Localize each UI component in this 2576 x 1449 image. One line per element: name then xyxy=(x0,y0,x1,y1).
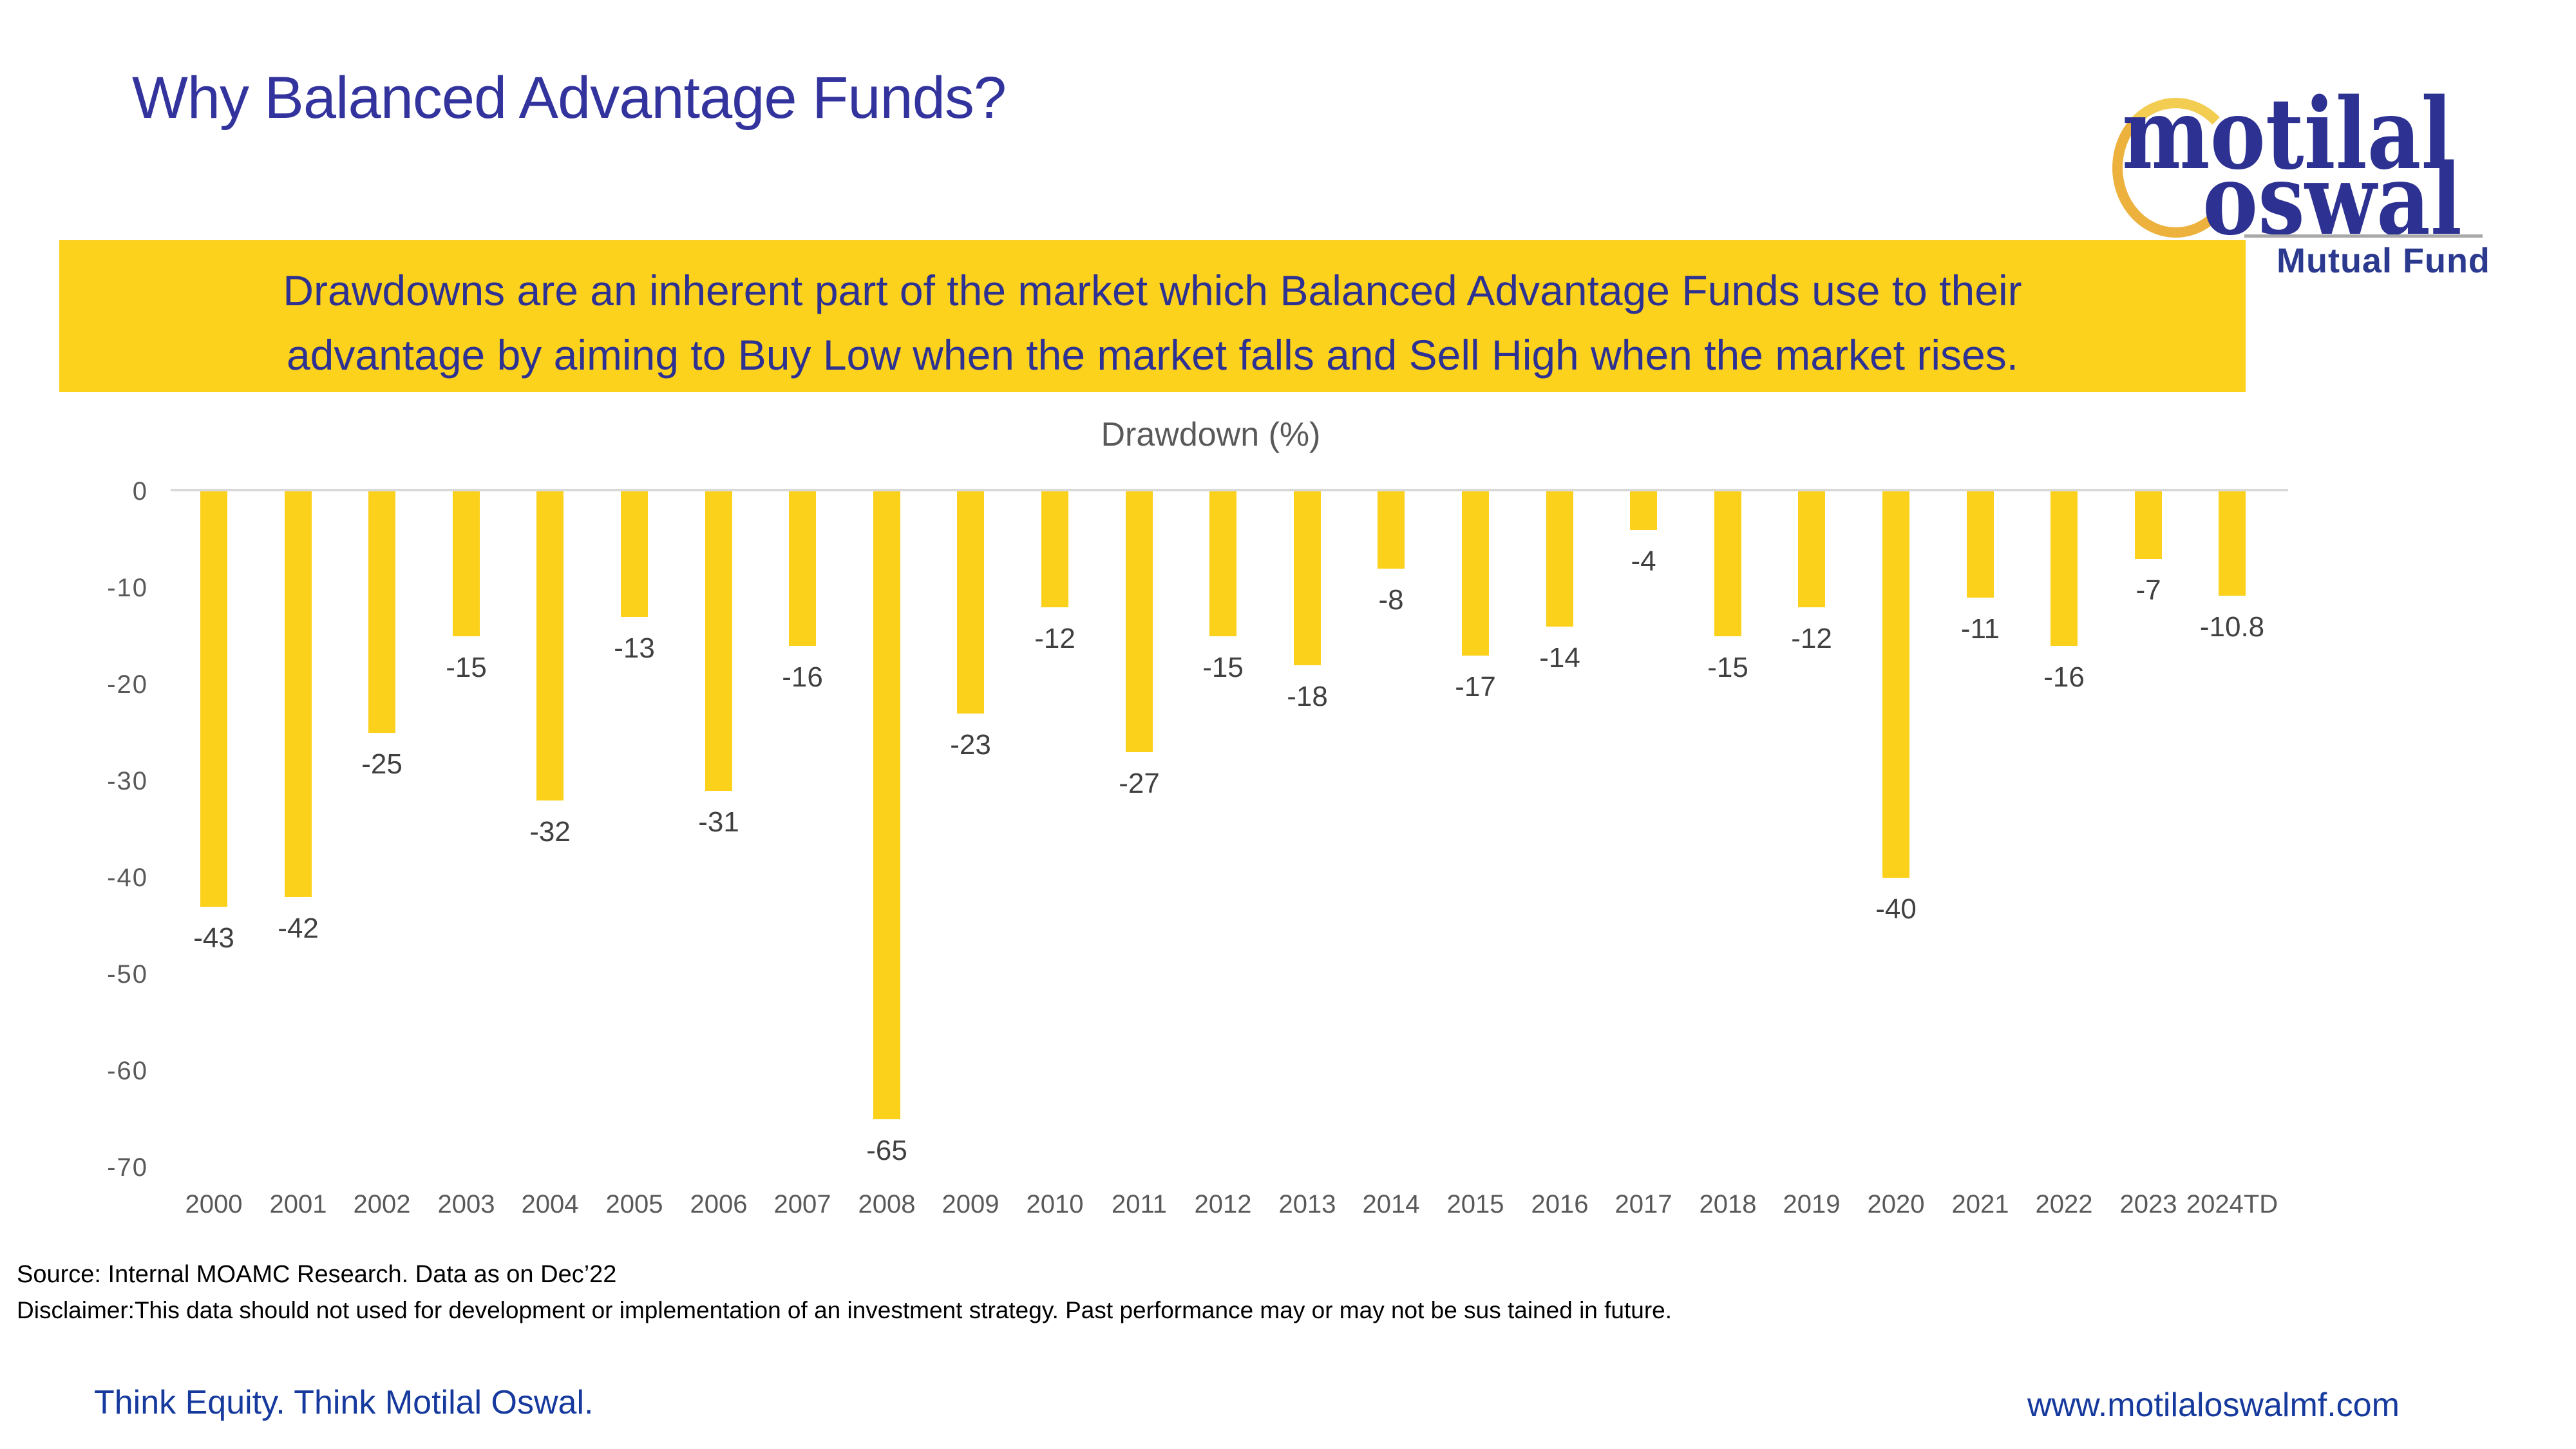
chart-bar xyxy=(873,491,900,1119)
chart-bar xyxy=(453,491,480,636)
chart-bar xyxy=(1798,491,1825,607)
x-axis-label: 2007 xyxy=(773,1190,831,1218)
y-axis-tick-label: 0 xyxy=(132,477,148,506)
y-axis-tick-label: -20 xyxy=(107,670,148,699)
bar-value-label: -15 xyxy=(1707,652,1748,683)
bar-value-label: -15 xyxy=(446,652,487,683)
chart-bar xyxy=(1041,491,1068,607)
logo-divider xyxy=(2244,234,2483,238)
x-axis-label: 2010 xyxy=(1026,1190,1084,1218)
chart-bar xyxy=(285,491,312,897)
bar-value-label: -4 xyxy=(1631,545,1656,577)
y-axis-tick-label: -10 xyxy=(107,574,148,602)
page-title: Why Balanced Advantage Funds? xyxy=(132,65,1007,131)
bar-value-label: -32 xyxy=(529,816,571,848)
motilal-oswal-logo: motilal oswal Mutual Fund xyxy=(2106,72,2518,288)
chart-bar xyxy=(1546,491,1573,627)
y-axis-tick-label: -70 xyxy=(107,1153,148,1182)
x-axis-label: 2001 xyxy=(269,1190,327,1218)
chart-bar xyxy=(2135,491,2162,559)
bar-value-label: -43 xyxy=(193,922,234,954)
chart-bar xyxy=(1967,491,1994,598)
x-axis-label: 2023 xyxy=(2119,1190,2177,1218)
y-axis-tick-label: -40 xyxy=(107,864,148,892)
chart-bar xyxy=(1378,491,1405,569)
bar-value-label: -14 xyxy=(1539,642,1580,674)
chart-bar xyxy=(1714,491,1741,636)
chart-bar xyxy=(2219,491,2246,596)
x-axis-label: 2018 xyxy=(1699,1190,1757,1218)
bar-value-label: -8 xyxy=(1378,584,1404,616)
x-axis-label: 2020 xyxy=(1867,1190,1925,1218)
bar-value-label: -40 xyxy=(1875,893,1917,925)
x-axis-label: 2011 xyxy=(1111,1190,1167,1218)
bar-value-label: -17 xyxy=(1455,671,1496,703)
bar-value-label: -16 xyxy=(782,661,823,693)
chart-bar xyxy=(200,491,227,907)
x-axis-line xyxy=(171,489,2288,491)
x-axis-label: 2019 xyxy=(1783,1190,1841,1218)
x-axis-label: 2009 xyxy=(942,1190,999,1218)
bar-value-label: -10.8 xyxy=(2199,611,2265,643)
bar-value-label: -11 xyxy=(1960,613,2000,645)
bar-value-label: -25 xyxy=(361,748,402,780)
logo-subtitle: Mutual Fund xyxy=(2277,242,2490,280)
bar-value-label: -42 xyxy=(278,913,319,944)
x-axis-label: 2006 xyxy=(690,1190,748,1218)
bar-value-label: -31 xyxy=(698,806,739,838)
chart-bar xyxy=(368,491,395,733)
x-axis-label: 2024TD xyxy=(2186,1190,2278,1218)
bar-value-label: -23 xyxy=(950,729,991,761)
bar-value-label: -15 xyxy=(1202,652,1244,683)
logo-word-motilal: motilal xyxy=(2122,76,2453,191)
disclaimer-note: Disclaimer:This data should not used for… xyxy=(17,1297,1672,1323)
x-axis-label: 2013 xyxy=(1278,1190,1336,1218)
chart-bar xyxy=(1294,491,1321,665)
logo-word-oswal: oswal xyxy=(2202,142,2462,257)
x-axis-label: 2015 xyxy=(1446,1190,1504,1218)
chart-bar xyxy=(1882,491,1909,878)
bar-value-label: -12 xyxy=(1791,623,1832,654)
x-axis-label: 2008 xyxy=(858,1190,916,1218)
source-note: Source: Internal MOAMC Research. Data as… xyxy=(17,1261,617,1288)
y-axis-tick-label: -50 xyxy=(107,960,148,989)
chart-bar xyxy=(1630,491,1657,530)
x-axis-label: 2021 xyxy=(1951,1190,2009,1218)
chart-bar xyxy=(1126,491,1153,752)
chart-bar xyxy=(1462,491,1489,656)
chart-bar xyxy=(957,491,984,714)
x-axis-label: 2002 xyxy=(353,1190,411,1218)
x-axis-label: 2005 xyxy=(605,1190,663,1218)
x-axis-label: 2016 xyxy=(1531,1190,1589,1218)
y-axis-tick-label: -60 xyxy=(107,1057,148,1085)
bar-value-label: -13 xyxy=(614,632,655,664)
bar-value-label: -7 xyxy=(2136,574,2161,606)
bar-value-label: -18 xyxy=(1287,681,1328,712)
y-axis-tick-label: -30 xyxy=(107,767,148,795)
x-axis-label: 2003 xyxy=(437,1190,495,1218)
x-axis-label: 2017 xyxy=(1615,1190,1672,1218)
website-link[interactable]: www.motilaloswalmf.com xyxy=(2027,1387,2400,1424)
bar-value-label: -65 xyxy=(866,1135,907,1166)
chart-bar xyxy=(705,491,732,791)
bar-value-label: -16 xyxy=(2043,661,2085,693)
bar-value-label: -12 xyxy=(1034,623,1075,654)
banner-text-line1: Drawdowns are an inherent part of the ma… xyxy=(283,267,2022,314)
x-axis-label: 2000 xyxy=(185,1190,243,1218)
chart-bar xyxy=(1209,491,1236,636)
chart-bar xyxy=(789,491,816,646)
brand-tagline: Think Equity. Think Motilal Oswal. xyxy=(94,1384,594,1421)
bar-value-label: -27 xyxy=(1119,768,1160,799)
x-axis-label: 2022 xyxy=(2035,1190,2093,1218)
chart-bar xyxy=(621,491,648,617)
chart-bar xyxy=(536,491,564,800)
x-axis-label: 2014 xyxy=(1362,1190,1420,1218)
chart-bar xyxy=(2050,491,2078,646)
x-axis-label: 2004 xyxy=(521,1190,579,1218)
x-axis-label: 2012 xyxy=(1194,1190,1252,1218)
chart-title: Drawdown (%) xyxy=(1101,416,1321,453)
highlight-banner: Drawdowns are an inherent part of the ma… xyxy=(59,240,2246,392)
banner-text-line2: advantage by aiming to Buy Low when the … xyxy=(286,331,2019,379)
